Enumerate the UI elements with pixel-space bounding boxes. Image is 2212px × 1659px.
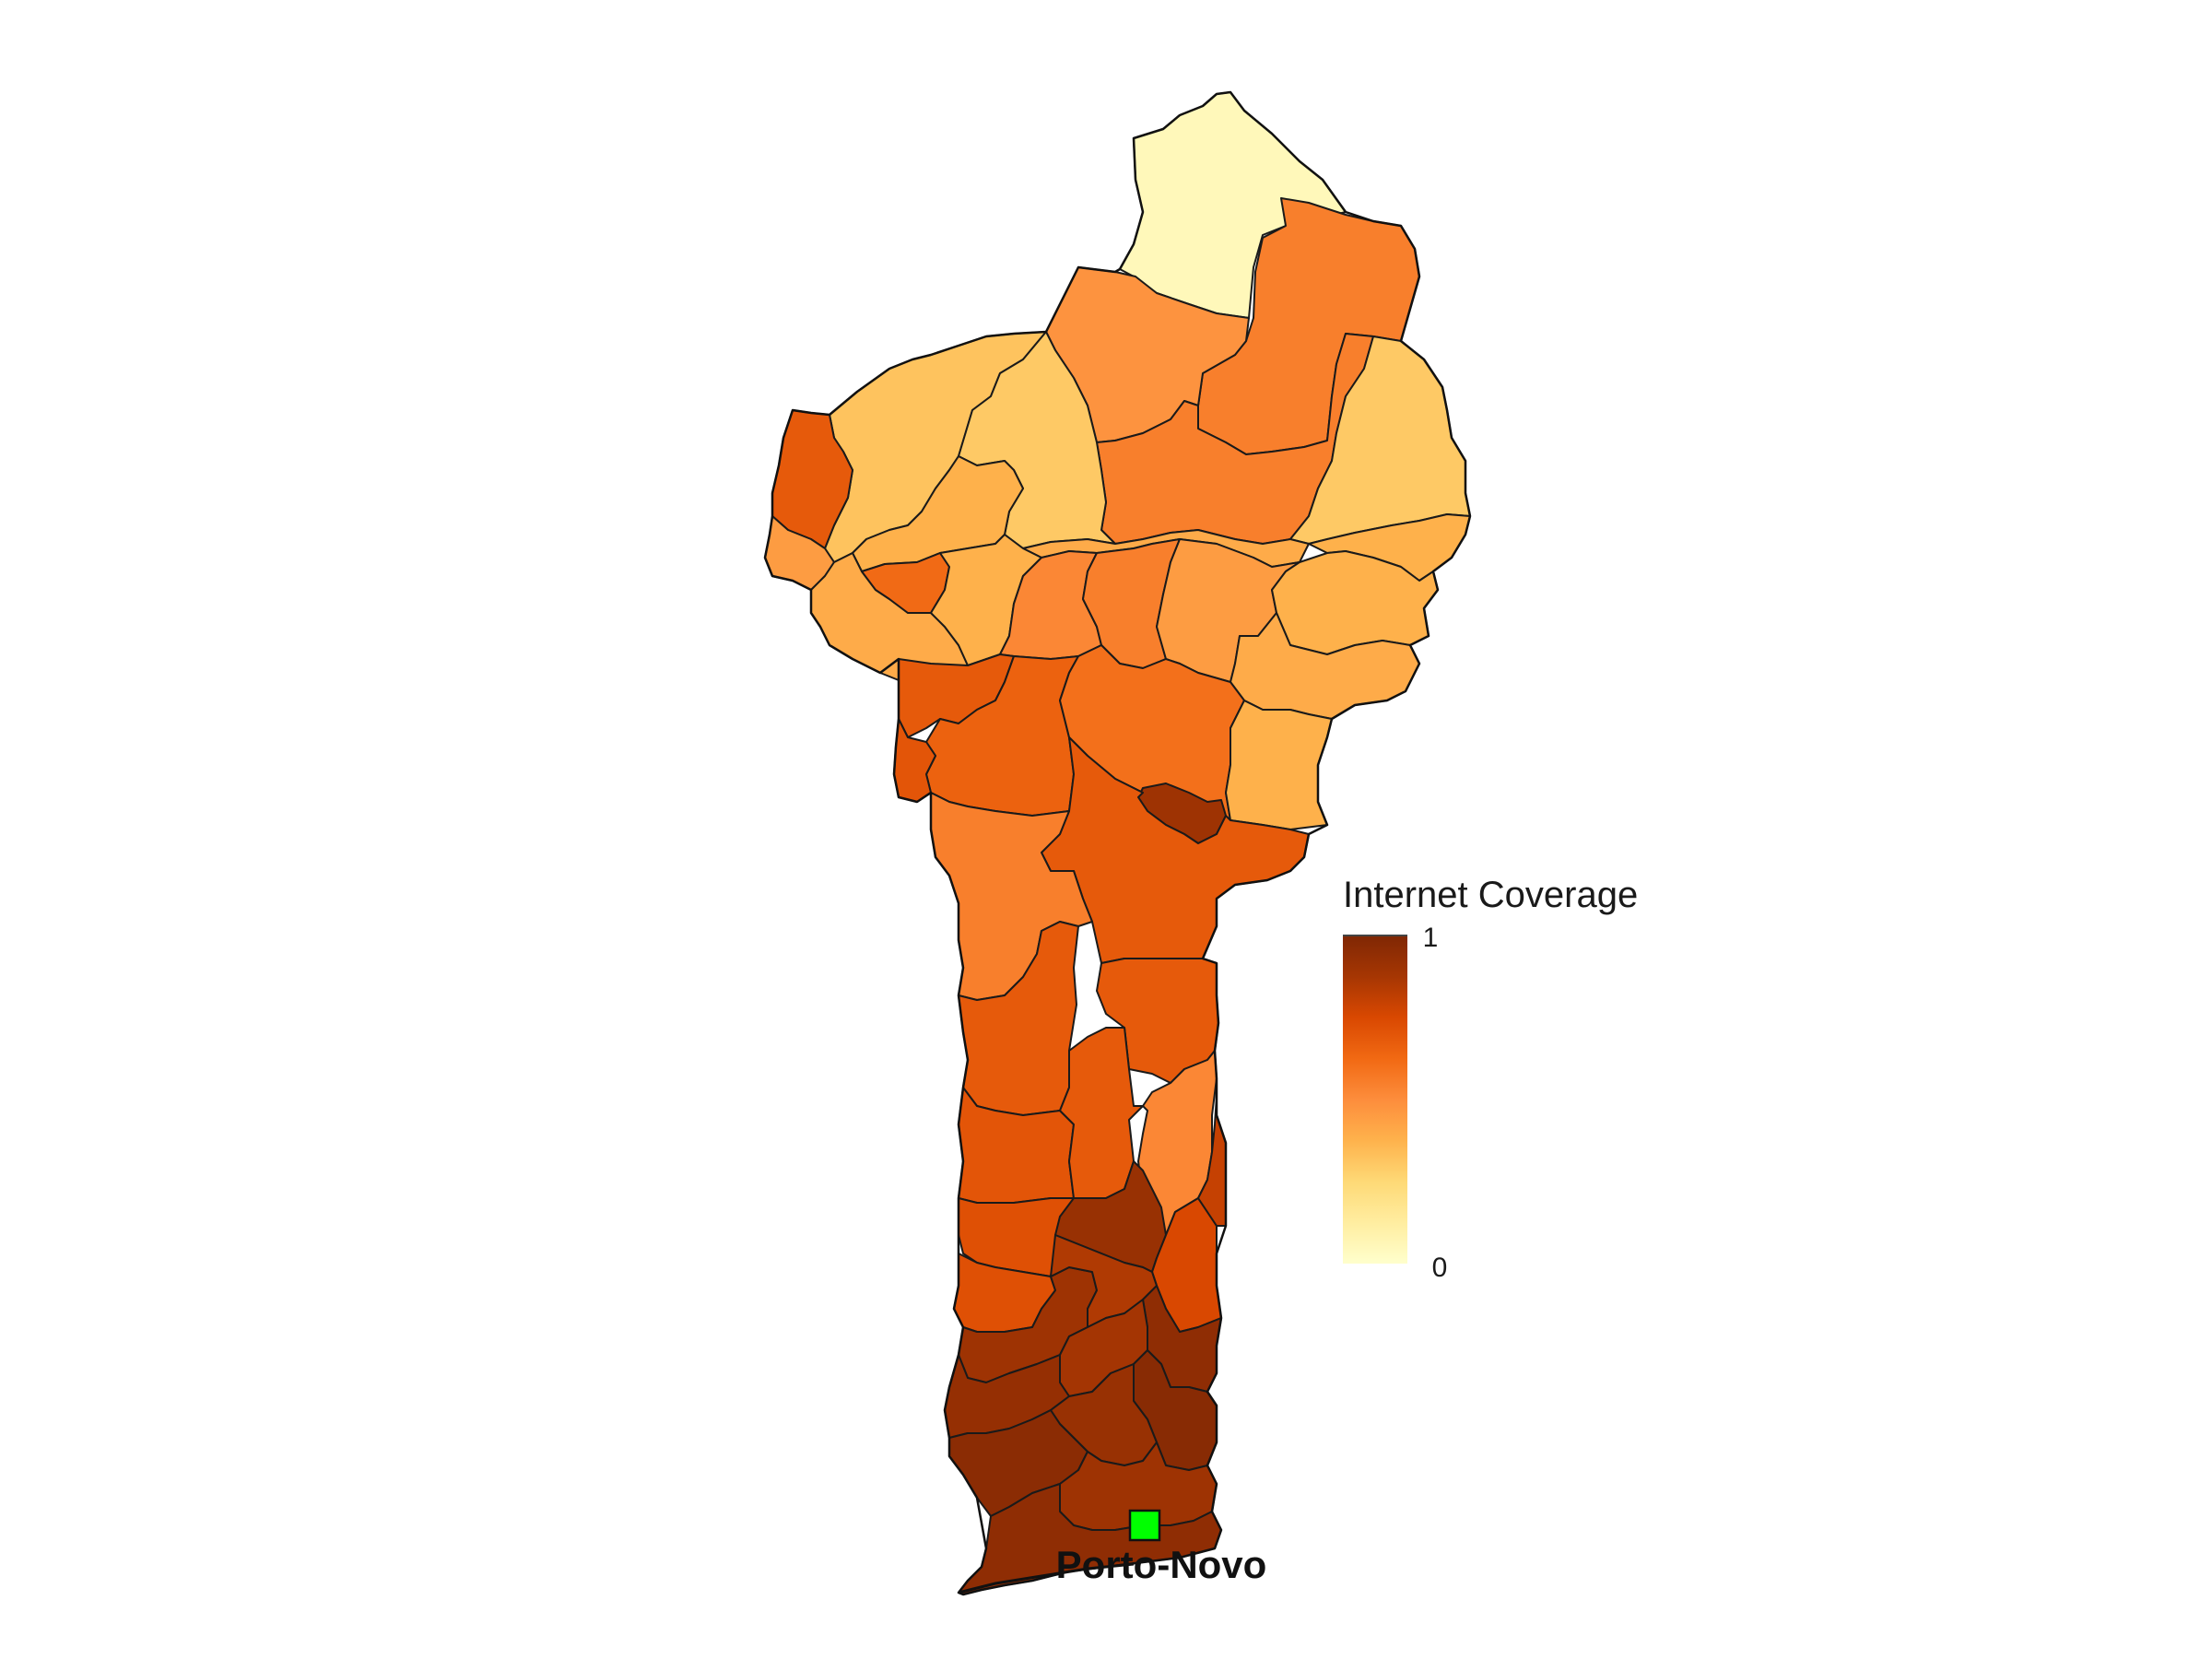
capital-porto-novo: Porto-Novo [1056,1509,1267,1586]
region-borgou-2 [1225,700,1333,830]
legend-color-bar [1343,935,1407,1264]
coastal-lagoon-line [958,1562,1135,1594]
capital-label: Porto-Novo [1056,1543,1267,1586]
legend-title: Internet Coverage [1343,875,1638,915]
legend-min-label: 0 [1432,1253,1448,1283]
capital-marker-square [1128,1509,1161,1542]
legend: Internet Coverage 1 0 [1343,875,1638,1283]
regions-layer [764,91,1471,1595]
legend-max-label: 1 [1423,923,1439,953]
